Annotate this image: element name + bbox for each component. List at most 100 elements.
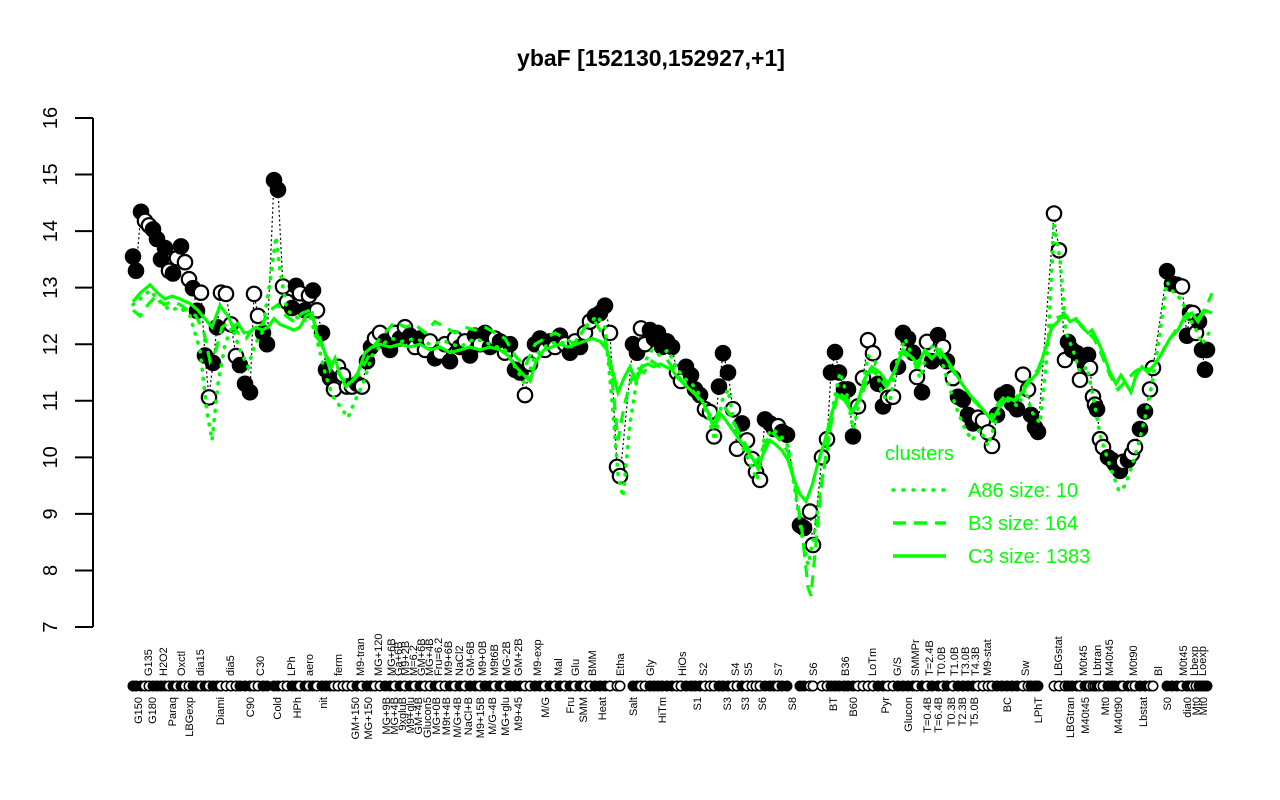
x-axis-label-bottom: M40t45 xyxy=(1080,697,1092,734)
x-axis-label-top: S2 xyxy=(698,663,710,676)
x-axis-label-top: S4 xyxy=(730,663,742,676)
x-axis-label-bottom: S1 xyxy=(692,697,704,710)
x-axis-label-top: Lbexp xyxy=(1189,646,1201,676)
x-axis-label-bottom: S6 xyxy=(757,697,769,710)
x-axis-label-bottom: M9+45 xyxy=(513,697,525,731)
x-axis-label-top: Sw xyxy=(1020,661,1032,676)
x-axis-label-top: M40t45 xyxy=(1104,639,1116,676)
legend-label-c3: C3 size: 1383 xyxy=(968,546,1090,568)
data-point-filled xyxy=(899,330,917,347)
data-point-filled xyxy=(304,282,322,299)
x-axis-label-top: Gly xyxy=(645,659,657,676)
x-axis-label-bottom: M9+glu xyxy=(405,697,417,733)
x-axis-label-top: M9-exp xyxy=(532,639,544,676)
x-axis-label-bottom: 9xgluB xyxy=(397,697,409,731)
data-point-open xyxy=(245,285,263,303)
x-axis-label-bottom: Mt0 xyxy=(1198,697,1210,715)
y-tick-label: 8 xyxy=(40,565,62,576)
x-axis-label-top: H2O2 xyxy=(158,647,170,676)
x-axis-label-top: LBGstat xyxy=(1053,636,1065,676)
x-axis-label-bottom: Diami xyxy=(215,697,227,725)
y-tick-label: 13 xyxy=(40,277,62,299)
data-point-filled xyxy=(241,383,259,401)
x-axis-label-bottom: HPh xyxy=(292,697,304,718)
x-axis-label-top: dia15 xyxy=(195,649,207,676)
cluster-line-dotted xyxy=(131,225,1211,566)
data-point-filled xyxy=(441,352,459,370)
x-axis-label-bottom: M9t+4B xyxy=(441,697,453,735)
x-axis-label-bottom: T2.3B xyxy=(957,697,969,726)
x-axis-label-bottom: M/G+4B xyxy=(452,697,464,738)
x-axis-label-top: GM+2B xyxy=(513,638,525,676)
legend-label-a86: A86 size: 10 xyxy=(968,480,1078,502)
x-axis-label-top: Bl xyxy=(1153,666,1165,676)
x-axis-label-bottom: T5.0B xyxy=(969,697,981,726)
x-axis-label-top: MG+120 xyxy=(373,634,385,677)
data-point-filled xyxy=(844,428,862,445)
x-axis-label-top: M9+6B xyxy=(443,641,455,676)
x-axis-label-top: MG+6B xyxy=(386,638,398,676)
cluster-line-solid xyxy=(131,282,1213,505)
data-point-filled xyxy=(795,519,813,537)
x-axis-label-top: MG-2B xyxy=(501,641,513,676)
x-axis-label-top: ferm xyxy=(333,654,345,676)
data-point-open xyxy=(1014,366,1032,383)
x-axis-label-top: LPh xyxy=(286,656,298,676)
x-axis-label-bottom: G180 xyxy=(147,697,159,724)
data-point-open xyxy=(1071,371,1089,389)
data-point-filled xyxy=(1196,361,1214,378)
x-axis-label-bottom: GM+4B xyxy=(413,697,425,735)
plot-series xyxy=(124,171,1216,597)
data-point-filled xyxy=(269,181,287,199)
data-point-filled xyxy=(913,383,931,401)
x-axis-label-top: HiOs xyxy=(677,651,689,676)
x-axis-label-top: S6 xyxy=(808,663,820,676)
x-axis-label-bottom: MG+glu xyxy=(500,697,512,736)
x-axis-label-bottom: LBGexp xyxy=(184,697,196,737)
x-axis-label-bottom: M/G xyxy=(540,697,552,718)
data-point-open xyxy=(1173,278,1191,295)
data-point-open xyxy=(516,386,534,404)
x-axis-label-bottom: Lbstat xyxy=(1138,697,1150,727)
x-axis-label-bottom: Heat xyxy=(597,697,609,720)
data-point-filled xyxy=(1008,400,1026,418)
x-axis-label-top: Mal xyxy=(553,658,565,676)
x-axis-label-top: GM-6B xyxy=(465,641,477,676)
x-axis-label-bottom: M/G-4B xyxy=(487,697,499,735)
x-axis-label-bottom: S3 xyxy=(740,697,752,710)
x-axis-label-bottom: B60 xyxy=(848,697,860,717)
x-axis-label-top: GM+6B xyxy=(416,638,428,676)
x-axis-label-top: M9+2B xyxy=(400,641,412,676)
x-axis-label-top: M=6.2 xyxy=(408,645,420,676)
y-tick-label: 11 xyxy=(40,390,62,411)
data-point-filled xyxy=(691,386,709,404)
data-point-filled xyxy=(719,364,737,381)
x-axis-label-bottom: SMM xyxy=(578,697,590,723)
x-axis-label-top: M0t45 xyxy=(1178,645,1190,676)
x-axis-label-bottom: Fru xyxy=(565,697,577,714)
y-tick-label: 15 xyxy=(40,163,62,185)
x-axis-label-top: M9+0B xyxy=(477,641,489,676)
y-tick-label: 7 xyxy=(40,621,62,632)
x-axis-label-bottom: BC xyxy=(1002,697,1014,712)
x-axis-label-bottom: Salt xyxy=(628,697,640,716)
x-axis-label-top: T1.0B xyxy=(949,647,961,676)
x-axis-label-top: M9t6B xyxy=(489,644,501,676)
x-axis-label-bottom: dia0 xyxy=(1182,697,1194,718)
x-axis-label-bottom: GM+150 xyxy=(350,697,362,740)
x-axis-label-top: S7 xyxy=(773,663,785,676)
data-point-filled xyxy=(826,343,844,361)
x-axis-label-top: S5 xyxy=(743,663,755,676)
y-tick-label: 12 xyxy=(40,333,62,355)
condition-strip-marker xyxy=(1147,680,1159,692)
chart-title: ybaF [152130,152927,+1] xyxy=(517,45,785,71)
data-point-open xyxy=(1045,205,1063,222)
data-point-open xyxy=(983,437,1001,455)
x-axis-label-bottom: M40t90 xyxy=(1113,697,1125,734)
condition-strip-marker xyxy=(807,680,819,692)
x-axis-label-top: Loexp xyxy=(1197,646,1209,676)
data-point-filled xyxy=(156,239,174,257)
data-point-filled xyxy=(1198,341,1216,359)
